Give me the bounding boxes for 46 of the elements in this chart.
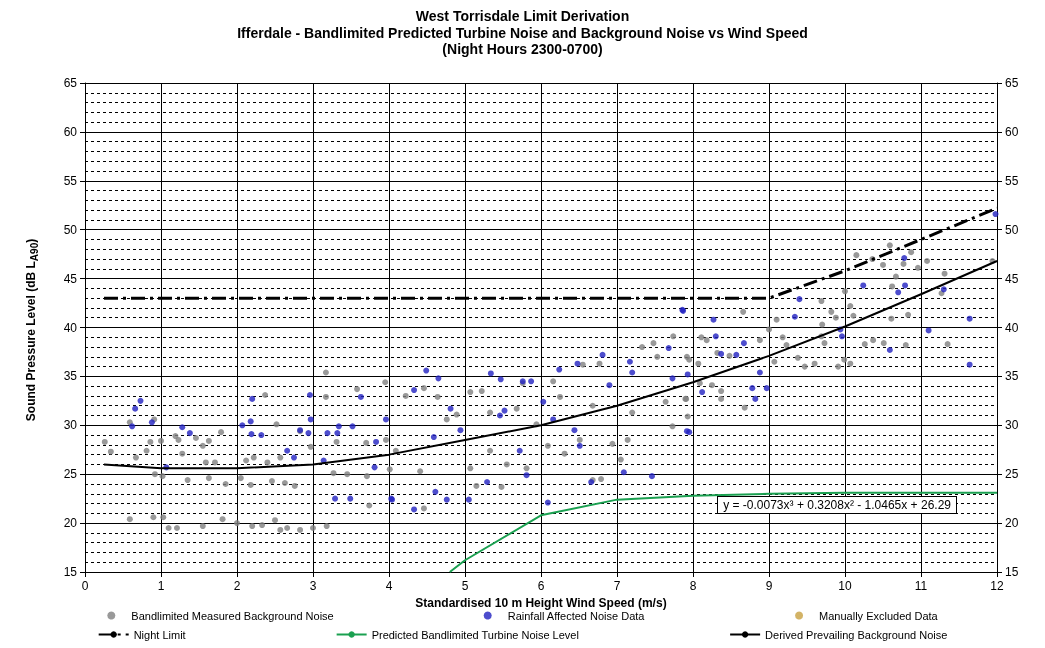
legend-label: Predicted Bandlimited Turbine Noise Level (371, 628, 579, 641)
x-tick-label: 11 (914, 579, 928, 593)
chart-subtitle: Ifferdale - Bandlimited Predicted Turbine Noise and Background Noise vs Wind Speed (Night Hours 2300-0700) (237, 25, 808, 57)
y2-tick-label: 60 (1005, 124, 1019, 139)
y-tick-label: 25 (63, 467, 78, 482)
x-tick-label: 8 (689, 579, 697, 593)
y-tick-label: 55 (63, 173, 78, 188)
x-tick-label: 3 (309, 579, 317, 593)
y2-tick-label: 50 (1005, 222, 1019, 237)
y-tick-label: 20 (63, 516, 78, 531)
x-tick-label: 10 (838, 579, 852, 593)
y2-tick-label: 45 (1005, 271, 1019, 286)
y-tick-label: 30 (63, 418, 78, 433)
x-tick-label: 7 (613, 579, 621, 593)
chart-title: West Torrisdale Limit Derivation (415, 8, 630, 24)
y-tick-label: 35 (63, 369, 78, 384)
legend-label: Bandlimited Measured Background Noise (131, 609, 334, 622)
y-tick-label: 60 (63, 124, 78, 139)
legend-label: Derived Prevailing Background Noise (765, 628, 948, 641)
y2-tick-label: 35 (1005, 369, 1019, 384)
y-tick-label: 45 (63, 271, 78, 286)
legend-label: Rainfall Affected Noise Data (507, 609, 646, 622)
x-tick-label: 4 (385, 579, 393, 593)
x-tick-label: 9 (765, 579, 773, 593)
y-tick-label: 65 (63, 76, 78, 90)
y2-tick-label: 25 (1005, 467, 1019, 482)
annotation: y = -0.0073x³ + 0.3208x² - 1.0465x + 26.29 (717, 496, 957, 514)
y2-tick-label: 30 (1005, 418, 1019, 433)
x-tick-label: 6 (537, 579, 545, 593)
y-tick-label: 40 (63, 320, 78, 335)
x-tick-label: 0 (81, 579, 89, 593)
x-tick-label: 12 (990, 579, 1004, 593)
line-series (448, 491, 998, 573)
y-tick-label: 50 (63, 222, 78, 237)
y2-tick-label: 15 (1005, 565, 1019, 579)
y2-tick-label: 40 (1005, 320, 1019, 335)
legend-label: Night Limit (133, 628, 186, 641)
x-tick-label: 2 (233, 579, 241, 593)
y-tick-label: 15 (63, 565, 78, 579)
x-tick-label: 5 (461, 579, 469, 593)
y2-tick-label: 55 (1005, 173, 1019, 188)
y2-tick-label: 20 (1005, 516, 1019, 531)
x-axis-title: Standardised 10 m Height Wind Speed (m/s) (415, 595, 667, 610)
x-tick-label: 1 (157, 579, 165, 593)
y2-tick-label: 65 (1005, 76, 1019, 90)
legend-label: Manually Excluded Data (819, 609, 939, 622)
